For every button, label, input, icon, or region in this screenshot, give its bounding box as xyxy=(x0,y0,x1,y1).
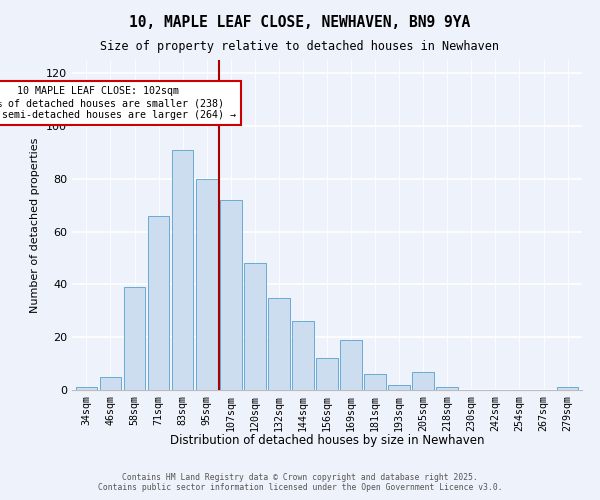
Bar xyxy=(316,358,338,390)
Bar xyxy=(340,340,362,390)
Text: Size of property relative to detached houses in Newhaven: Size of property relative to detached ho… xyxy=(101,40,499,53)
Bar xyxy=(412,372,434,390)
Text: 10, MAPLE LEAF CLOSE, NEWHAVEN, BN9 9YA: 10, MAPLE LEAF CLOSE, NEWHAVEN, BN9 9YA xyxy=(130,15,470,30)
Y-axis label: Number of detached properties: Number of detached properties xyxy=(31,138,40,312)
Bar xyxy=(172,150,193,390)
Bar xyxy=(148,216,169,390)
X-axis label: Distribution of detached houses by size in Newhaven: Distribution of detached houses by size … xyxy=(170,434,484,446)
Bar xyxy=(220,200,242,390)
Bar xyxy=(124,287,145,390)
Text: 10 MAPLE LEAF CLOSE: 102sqm
← 47% of detached houses are smaller (238)
52% of se: 10 MAPLE LEAF CLOSE: 102sqm ← 47% of det… xyxy=(0,86,236,120)
Bar xyxy=(557,388,578,390)
Bar xyxy=(268,298,290,390)
Bar xyxy=(388,384,410,390)
Text: Contains HM Land Registry data © Crown copyright and database right 2025.
Contai: Contains HM Land Registry data © Crown c… xyxy=(98,473,502,492)
Bar xyxy=(364,374,386,390)
Bar xyxy=(436,388,458,390)
Bar xyxy=(196,179,218,390)
Bar xyxy=(76,388,97,390)
Bar xyxy=(100,377,121,390)
Bar xyxy=(244,264,266,390)
Bar xyxy=(292,322,314,390)
